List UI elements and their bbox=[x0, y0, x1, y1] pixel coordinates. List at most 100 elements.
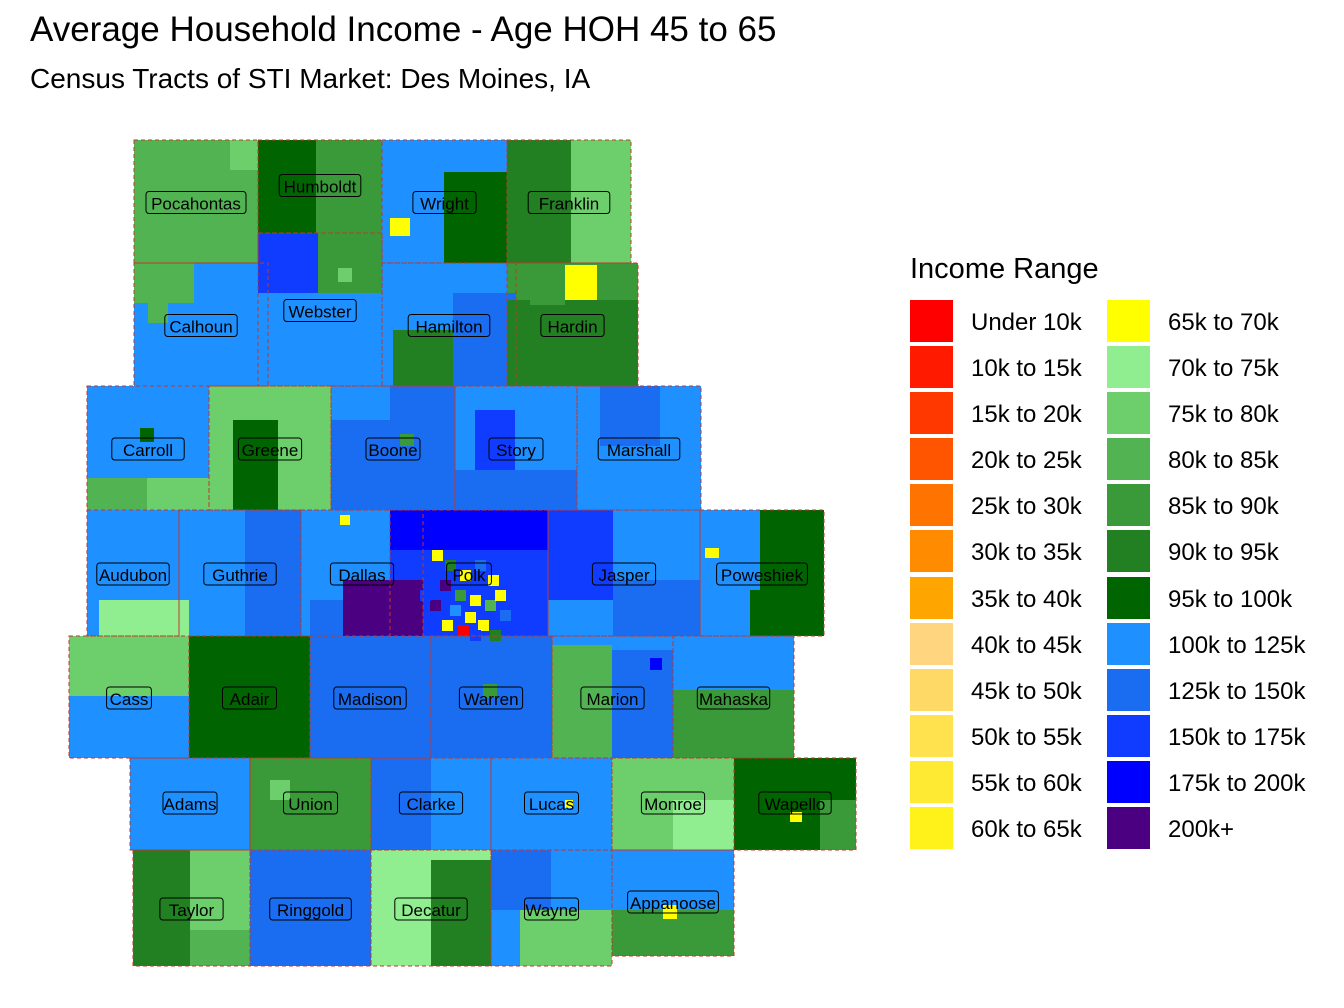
county-label-box bbox=[716, 562, 808, 586]
legend-label: 70k to 75k bbox=[1168, 355, 1279, 383]
town-tract bbox=[790, 812, 802, 822]
county-border bbox=[699, 509, 825, 637]
tract-area bbox=[390, 218, 410, 236]
urban-tract bbox=[478, 620, 489, 631]
county-label: Greene bbox=[242, 441, 299, 460]
tract-area bbox=[444, 172, 507, 263]
choropleth-map: Pocahontas Humboldt Wright Franklin Calhoun W… bbox=[68, 139, 857, 967]
county-label-box bbox=[591, 562, 657, 586]
tract-area bbox=[612, 758, 734, 808]
town-tract bbox=[338, 268, 352, 282]
county-label-box bbox=[159, 897, 224, 921]
tract-area bbox=[673, 800, 734, 850]
legend-swatch bbox=[910, 760, 953, 803]
county-label: Lucas bbox=[529, 795, 574, 814]
urban-tract bbox=[440, 580, 451, 591]
county-label: Clarke bbox=[406, 795, 455, 814]
county-border bbox=[68, 635, 190, 759]
tract-area bbox=[300, 386, 331, 510]
county-label-box bbox=[106, 686, 152, 710]
legend-swatch bbox=[910, 392, 953, 435]
tract-area bbox=[520, 910, 612, 966]
county-label-box bbox=[488, 437, 544, 461]
urban-tract bbox=[458, 625, 469, 636]
tract-area bbox=[750, 590, 824, 636]
legend-label: 95k to 100k bbox=[1168, 585, 1293, 613]
tract-area bbox=[343, 580, 423, 636]
legend-label: 35k to 40k bbox=[971, 585, 1082, 613]
county-area bbox=[130, 758, 250, 850]
county-label: Franklin bbox=[539, 195, 599, 214]
town-tract bbox=[566, 270, 596, 300]
county-label: Hardin bbox=[547, 318, 597, 337]
urban-tract bbox=[432, 550, 443, 561]
county-label: Guthrie bbox=[212, 566, 268, 585]
county-label: Carroll bbox=[123, 441, 173, 460]
county-label: Webster bbox=[289, 303, 352, 322]
county-label: Story bbox=[496, 441, 536, 460]
county-label: Wayne bbox=[525, 901, 577, 920]
legend-swatch bbox=[910, 576, 953, 619]
urban-tract bbox=[430, 600, 441, 611]
legend-swatch bbox=[910, 530, 953, 573]
county-label: Taylor bbox=[169, 901, 215, 920]
county-label-box bbox=[111, 437, 185, 461]
county-label: Wright bbox=[420, 195, 469, 214]
county-border bbox=[611, 849, 735, 957]
legend-swatch bbox=[1107, 438, 1150, 481]
county-label: Monroe bbox=[644, 795, 702, 814]
tract-area bbox=[230, 636, 310, 676]
legend-swatch bbox=[910, 346, 953, 389]
legend-label: 40k to 45k bbox=[971, 631, 1082, 659]
tract-area bbox=[612, 650, 673, 758]
legend-swatch bbox=[1107, 760, 1150, 803]
county-label-box bbox=[398, 791, 464, 815]
tract-area bbox=[316, 140, 382, 233]
legend-label: 90k to 95k bbox=[1168, 539, 1279, 567]
legend-label: 30k to 35k bbox=[971, 539, 1082, 567]
legend-swatch bbox=[910, 807, 953, 850]
county-label-box bbox=[283, 299, 357, 322]
tract-area bbox=[548, 510, 613, 600]
county-label-box bbox=[237, 437, 303, 461]
county-label: Polk bbox=[452, 566, 486, 585]
legend-swatch bbox=[1107, 530, 1150, 573]
tract-area bbox=[431, 860, 491, 966]
town-tract bbox=[400, 434, 414, 446]
urban-tract bbox=[460, 570, 471, 581]
county-border bbox=[129, 757, 251, 851]
tract-area bbox=[258, 140, 316, 233]
tract-area bbox=[571, 140, 631, 263]
county-label: Dallas bbox=[338, 566, 385, 585]
tract-area bbox=[393, 330, 453, 386]
legend-swatch bbox=[1107, 714, 1150, 757]
legend-swatch bbox=[910, 300, 953, 342]
tract-area bbox=[318, 233, 382, 293]
tract-area bbox=[270, 780, 290, 800]
county-label-box bbox=[446, 562, 492, 586]
tract-area bbox=[371, 758, 431, 850]
urban-tract bbox=[450, 605, 461, 616]
legend-label: 10k to 15k bbox=[971, 355, 1082, 383]
county-label: Boone bbox=[368, 441, 417, 460]
legend-swatch bbox=[910, 668, 953, 711]
tract-area bbox=[87, 478, 147, 510]
county-label-box bbox=[627, 890, 719, 914]
legend-label: 100k to 125k bbox=[1168, 631, 1306, 659]
legend-label: 55k to 60k bbox=[971, 769, 1082, 797]
map-subtitle: Census Tracts of STI Market: Des Moines,… bbox=[30, 63, 591, 94]
urban-tract bbox=[500, 610, 511, 621]
tract-area bbox=[230, 140, 258, 170]
legend-swatch bbox=[1107, 668, 1150, 711]
county-label-box bbox=[278, 174, 362, 197]
legend-swatch bbox=[1107, 346, 1150, 389]
county-border bbox=[506, 262, 639, 387]
county-area bbox=[491, 758, 612, 850]
county-label-box bbox=[365, 437, 421, 461]
county-label: Poweshiek bbox=[721, 566, 804, 585]
county-label: Humboldt bbox=[284, 178, 357, 197]
county-label-box bbox=[540, 314, 605, 337]
county-border bbox=[257, 232, 383, 387]
urban-tract bbox=[442, 620, 453, 631]
county-label-box bbox=[203, 562, 277, 586]
